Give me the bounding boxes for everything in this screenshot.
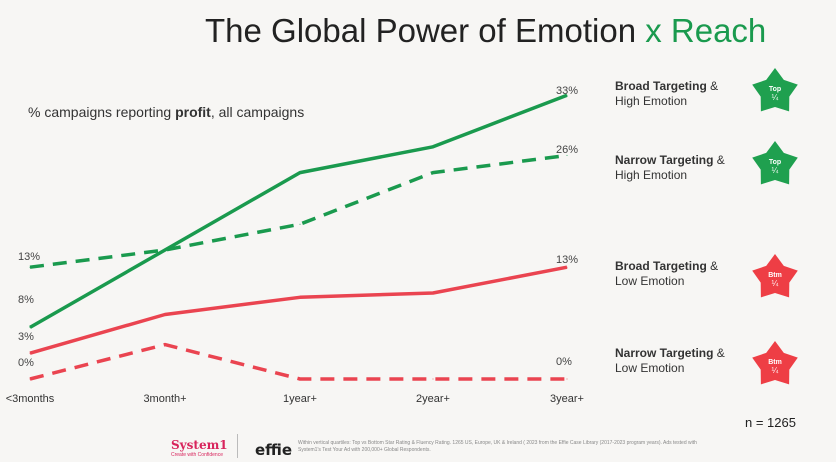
subtitle-post: , all campaigns [210, 104, 305, 120]
footer-divider [237, 434, 238, 458]
legend-item-bold-3: Broad Targeting [615, 259, 707, 273]
badge-fraction-2: ¼ [772, 166, 779, 175]
x-tick-label-1: <3months [6, 393, 55, 405]
start-value-label-1: 8% [18, 294, 34, 306]
sample-size-label: n = 1265 [745, 415, 796, 430]
star-badge-icon-4 [752, 341, 798, 385]
star-badge-icon-3 [752, 254, 798, 298]
series-1-point-4 [432, 146, 434, 148]
title-accent: x Reach [645, 12, 767, 49]
legend-item-1: Broad Targeting & High Emotion [615, 79, 718, 109]
badge-fraction-3: ¼ [772, 279, 779, 288]
page-title: The Global Power of Emotion x Reach [205, 12, 766, 50]
series-line-4 [29, 342, 567, 381]
effie-logo: effie [255, 441, 293, 459]
chart-subtitle: % campaigns reporting profit, all campai… [28, 104, 304, 120]
title-main: The Global Power of Emotion [205, 12, 637, 49]
legend-item-line2-2: High Emotion [615, 168, 688, 182]
system1-logo: System1 [171, 438, 228, 452]
line-chart: 8% 33% 13% 26% 3% 13% 0% 0% <3months 3month+ 1year… [6, 68, 798, 405]
x-tick-label-3: 1year+ [283, 393, 317, 405]
legend-item-rest-1: & [706, 79, 719, 93]
series-2-point-3 [299, 223, 301, 225]
star-badge-icon-1 [752, 68, 798, 112]
legend-item-bold-1: Broad Targeting [615, 79, 707, 93]
start-value-label-2: 13% [18, 251, 40, 263]
series-3-point-3 [299, 296, 301, 298]
badge-label-4: Btm [768, 359, 782, 366]
series-3-point-2 [164, 314, 166, 315]
series-3-point-5 [566, 266, 568, 268]
badge-fraction-4: ¼ [772, 366, 779, 375]
end-value-label-1: 33% [556, 85, 578, 97]
legend-item-rest-2: & [713, 153, 725, 167]
series-4-point-4 [432, 378, 434, 380]
series-1-point-5 [566, 94, 568, 96]
series-4-point-2 [164, 344, 166, 346]
end-value-label-2: 26% [556, 144, 578, 156]
end-value-label-4: 0% [556, 356, 572, 368]
legend-item-rest-3: & [706, 259, 719, 273]
badge-fraction-1: ¼ [772, 93, 779, 102]
series-line-2 [29, 153, 568, 269]
series-3-point-1 [29, 352, 31, 354]
series-4-point-1 [29, 378, 31, 380]
series-line-1 [29, 93, 568, 329]
legend-item-bold-4: Narrow Targeting [615, 346, 714, 360]
footnote: Within vertical quartiles: Top vs Bottom… [298, 440, 697, 453]
legend-item-3: Broad Targeting & Low Emotion [615, 259, 718, 289]
legend-item-4: Narrow Targeting & Low Emotion [615, 346, 725, 376]
footer: System1 Create with Confidence effie Wit… [0, 432, 836, 462]
badge-label-3: Btm [768, 272, 782, 279]
series-2-point-5 [566, 154, 568, 156]
star-badge-icon-2 [752, 141, 798, 185]
legend-item-2: Narrow Targeting & High Emotion [615, 153, 725, 183]
legend-item-rest-4: & [713, 346, 725, 360]
badge-label-1: Top [769, 86, 781, 93]
badge-label-2: Top [769, 159, 781, 166]
series-4-point-5 [566, 378, 568, 380]
series-2-point-4 [432, 172, 434, 174]
series-1-point-3 [299, 172, 301, 174]
system1-logo-tagline: Create with Confidence [171, 452, 223, 458]
series-2-point-2 [164, 249, 166, 251]
legend-item-line2-1: High Emotion [615, 94, 688, 108]
subtitle-pre: % campaigns reporting [28, 104, 176, 120]
series-2-point-1 [29, 266, 31, 268]
legend-item-bold-2: Narrow Targeting [615, 153, 714, 167]
start-value-label-4: 0% [18, 357, 34, 369]
series-4-point-3 [299, 378, 301, 380]
x-tick-label-5: 3year+ [550, 393, 584, 405]
end-value-label-3: 13% [556, 254, 578, 266]
legend-item-line2-4: Low Emotion [615, 361, 685, 375]
series-3-point-4 [432, 292, 434, 294]
x-tick-label-2: 3month+ [143, 393, 186, 405]
start-value-label-3: 3% [18, 331, 34, 343]
legend-item-line2-3: Low Emotion [615, 274, 685, 288]
x-tick-label-4: 2year+ [416, 393, 450, 405]
series-1-point-1 [29, 326, 31, 328]
subtitle-bold: profit [175, 104, 211, 120]
